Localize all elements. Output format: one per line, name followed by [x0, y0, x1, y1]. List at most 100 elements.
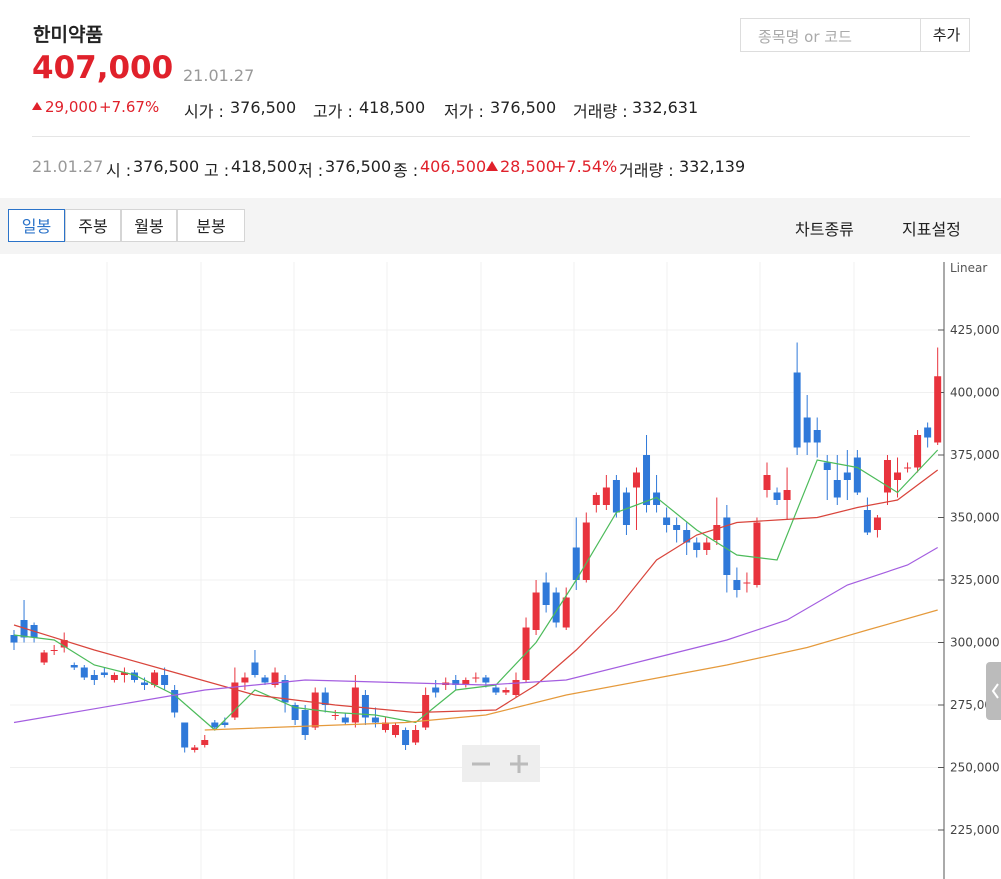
detail-label: 종 : — [393, 161, 419, 180]
candle-body — [663, 517, 671, 525]
candle-body — [833, 480, 841, 498]
candle-body — [894, 472, 902, 480]
y-tick-label: 225,000 — [950, 823, 1000, 837]
y-tick-label: 300,000 — [950, 636, 1000, 650]
stat-label: 거래량 : — [573, 102, 628, 121]
candle-body — [542, 582, 550, 605]
candle-body — [60, 640, 68, 648]
stat-label: 고가 : — [313, 102, 353, 121]
y-tick-label: 400,000 — [950, 386, 1000, 400]
stat-value: 376,500 — [230, 98, 297, 117]
candle-body — [221, 722, 229, 725]
candle-body — [733, 580, 741, 590]
tab[interactable]: 분봉 — [177, 209, 245, 242]
y-tick-label: 375,000 — [950, 448, 1000, 462]
scale-label: Linear — [950, 261, 987, 275]
candle-body — [211, 722, 219, 728]
stat-label: 저가 : — [444, 102, 484, 121]
stock-name: 한미약품 — [33, 24, 103, 46]
candle-body — [904, 467, 912, 469]
moving-average — [13, 546, 938, 724]
candle-body — [231, 682, 239, 718]
price: 407,000 — [32, 50, 174, 86]
stat-value: 418,500 — [359, 98, 426, 117]
detail-volume-label: 거래량 : — [619, 161, 674, 180]
candle-body — [241, 677, 249, 683]
change: 29,000 — [45, 98, 98, 116]
candle-body — [301, 710, 309, 735]
candle-body — [351, 687, 359, 723]
tab[interactable]: 월봉 — [121, 209, 177, 242]
candle-body — [562, 597, 570, 628]
detail-label: 시 : — [106, 161, 132, 180]
candle-body — [793, 372, 801, 448]
side-tab-icon — [991, 683, 999, 699]
candle-body — [703, 542, 711, 550]
candle-body — [261, 677, 269, 683]
candle-body — [934, 376, 942, 443]
candle-body — [512, 680, 520, 695]
candle-body — [10, 635, 18, 643]
candle-body — [763, 475, 771, 490]
candle-body — [502, 690, 510, 693]
divider — [32, 136, 970, 137]
candle-body — [873, 517, 881, 530]
candle-body — [863, 510, 871, 533]
candle-body — [331, 715, 339, 716]
candle-body — [120, 672, 128, 675]
candle-body — [472, 677, 480, 679]
up-icon — [32, 102, 42, 110]
add-button[interactable]: 추가 — [920, 18, 972, 52]
candle-body — [683, 530, 691, 543]
candle-body — [381, 722, 389, 730]
detail-change: 28,500 — [500, 157, 556, 176]
candle-body — [181, 722, 189, 748]
candle-body — [602, 487, 610, 505]
tab[interactable]: 주봉 — [65, 209, 121, 242]
candle-body — [743, 582, 751, 584]
candle-body — [361, 695, 369, 718]
candle-body — [201, 740, 209, 745]
candle-body — [482, 677, 490, 683]
stat-value: 332,631 — [632, 98, 699, 117]
candle-body — [141, 682, 149, 685]
detail-change-pct: +7.54% — [553, 157, 618, 176]
detail-value: 406,500 — [420, 157, 487, 176]
candle-body — [251, 662, 259, 675]
candle-body — [412, 730, 420, 743]
candle-body — [402, 730, 410, 745]
candle-body — [110, 675, 118, 680]
candle-body — [171, 690, 179, 713]
candle-body — [843, 472, 851, 480]
candle-body — [813, 430, 821, 443]
candle-body — [151, 672, 159, 685]
candle-body — [803, 417, 811, 443]
candle-body — [70, 665, 78, 668]
search-placeholder: 종목명 or 코드 — [758, 28, 852, 46]
up-icon — [486, 161, 498, 171]
candle-body — [130, 672, 138, 680]
moving-average — [204, 609, 938, 731]
search-box[interactable]: 종목명 or 코드 추가 — [740, 18, 970, 52]
candle-body — [492, 687, 500, 693]
tab[interactable]: 일봉 — [8, 209, 65, 242]
detail-volume: 332,139 — [679, 157, 746, 176]
candle-body — [693, 542, 701, 550]
candle-body — [783, 490, 791, 500]
detail-value: 418,500 — [231, 157, 298, 176]
candle-body — [462, 680, 470, 685]
menu[interactable]: 지표설정 — [902, 220, 961, 239]
candle-body — [191, 747, 199, 750]
candle-body — [773, 492, 781, 500]
candle-body — [40, 652, 48, 663]
candle-body — [422, 695, 430, 728]
stat-value: 376,500 — [490, 98, 557, 117]
candle-body — [723, 517, 731, 575]
candle-body — [321, 692, 329, 705]
menu[interactable]: 차트종류 — [795, 220, 854, 239]
candle-body — [452, 680, 460, 685]
candle-body — [281, 680, 289, 703]
stat-label: 시가 : — [184, 102, 224, 121]
